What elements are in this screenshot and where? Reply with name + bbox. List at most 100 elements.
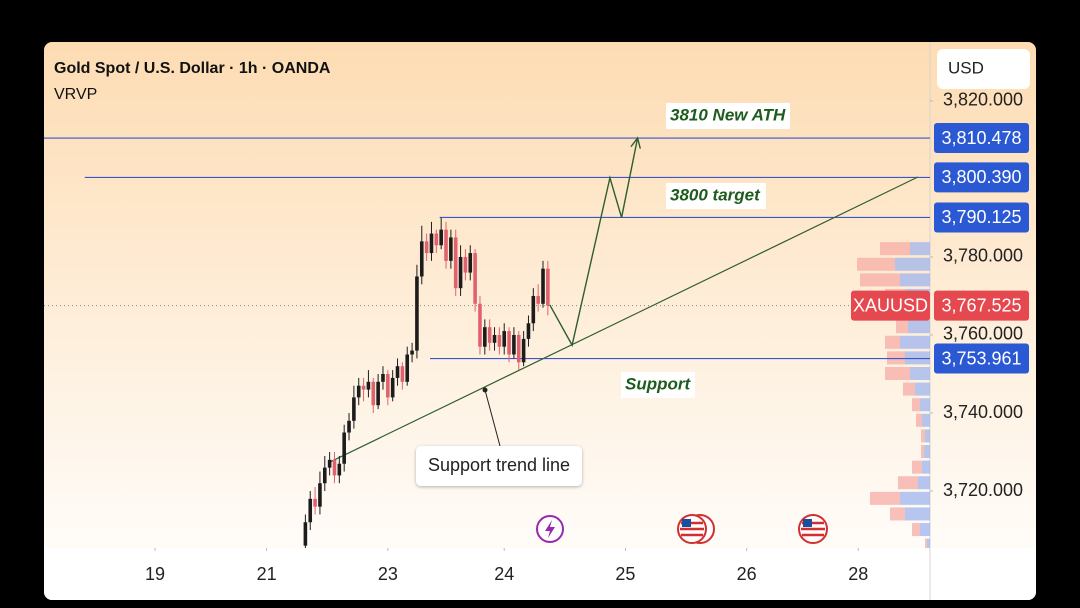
candle-body — [497, 334, 502, 347]
volume-sell — [887, 351, 905, 365]
time-axis-background — [44, 548, 1036, 600]
volume-sell — [860, 273, 900, 287]
candle-body — [546, 268, 550, 306]
candle-body — [390, 377, 395, 398]
candle-body — [458, 256, 463, 289]
volume-buy — [922, 413, 930, 427]
candle-body — [313, 498, 317, 507]
price-label: 3,810.478 — [941, 128, 1021, 148]
volume-buy — [915, 382, 930, 396]
volume-buy — [900, 335, 930, 349]
candle-body — [541, 268, 545, 304]
indicator-label: VRVP — [54, 86, 97, 103]
panel — [44, 42, 1036, 600]
annotation-background — [621, 372, 695, 398]
candle-body — [400, 366, 405, 382]
annotation-background — [666, 183, 766, 209]
candle-body — [473, 253, 477, 304]
event-icon[interactable] — [798, 514, 828, 544]
volume-buy — [895, 257, 930, 271]
candle-body — [521, 338, 526, 363]
candle-body — [468, 253, 473, 273]
candle-body — [487, 327, 492, 343]
x-tick-label: 19 — [145, 564, 165, 584]
volume-buy — [920, 523, 930, 537]
annotation: Support — [625, 374, 691, 393]
x-tick-label: 28 — [848, 564, 868, 584]
candle-body — [492, 334, 497, 343]
event-icon[interactable] — [677, 514, 715, 544]
y-tick-label: 3,740.000 — [943, 402, 1023, 422]
event-icon[interactable] — [536, 515, 564, 543]
candle-body — [434, 233, 439, 246]
candle-body — [352, 397, 356, 421]
current-price-box — [934, 290, 1029, 321]
chart-title: Gold Spot / U.S. Dollar · 1h · OANDA — [54, 60, 331, 77]
candle-body — [376, 381, 380, 406]
price-label-box — [934, 162, 1029, 193]
price-label-box — [934, 343, 1029, 374]
currency-box[interactable] — [937, 49, 1030, 89]
candle-body — [463, 256, 468, 273]
currency-label[interactable]: USD — [948, 58, 984, 77]
volume-sell — [912, 523, 920, 537]
volume-buy — [925, 429, 930, 443]
symbol-label: XAUUSD — [853, 295, 928, 315]
volume-sell — [885, 367, 910, 381]
price-label: 3,753.961 — [941, 348, 1021, 368]
candle-body — [361, 385, 366, 390]
candle-body — [366, 381, 371, 390]
candle-body — [536, 295, 540, 304]
volume-buy — [910, 242, 930, 256]
candle-body — [332, 459, 337, 476]
price-label-box — [934, 202, 1029, 233]
volume-buy — [910, 367, 930, 381]
annotation: 3800 target — [670, 185, 761, 204]
volume-sell — [912, 398, 920, 412]
volume-sell — [896, 320, 908, 334]
x-tick-label: 23 — [378, 564, 398, 584]
volume-buy — [922, 460, 930, 474]
volume-buy — [900, 273, 930, 287]
callout-dot — [482, 387, 488, 393]
annotation: 3810 New ATH — [670, 105, 786, 124]
volume-buy — [918, 476, 930, 490]
plot-area — [44, 136, 930, 548]
volume-buy — [920, 398, 930, 412]
candle-body — [419, 241, 424, 277]
projection-path — [549, 137, 639, 348]
volume-buy — [905, 507, 930, 521]
volume-sell — [857, 257, 895, 271]
candle-body — [516, 334, 521, 363]
candle-body — [483, 327, 487, 347]
current-price-label: 3,767.525 — [941, 295, 1021, 315]
trend-line — [329, 176, 919, 463]
volume-sell — [916, 413, 922, 427]
volume-sell — [921, 445, 924, 459]
volume-sell — [921, 429, 925, 443]
candle-body — [322, 467, 327, 484]
candle-body — [308, 498, 313, 523]
volume-buy — [900, 491, 930, 505]
candle-body — [381, 374, 385, 382]
candle-body — [424, 241, 429, 254]
volume-sell — [898, 476, 918, 490]
candle-body — [444, 229, 448, 261]
volume-sell — [870, 491, 900, 505]
callout-text: Support trend line — [428, 455, 570, 475]
candle-body — [395, 366, 400, 378]
candle-body — [453, 237, 458, 289]
candle-body — [386, 374, 390, 398]
candle-body — [429, 233, 434, 254]
price-label-box — [934, 123, 1029, 154]
candle-body — [347, 420, 351, 433]
candle-body — [449, 237, 453, 261]
volume-buy — [924, 445, 930, 459]
x-tick-label: 21 — [257, 564, 277, 584]
candle-body — [531, 295, 536, 324]
candle-body — [337, 463, 342, 476]
x-tick-label: 26 — [737, 564, 757, 584]
symbol-box — [851, 290, 930, 321]
candle-body — [512, 334, 516, 355]
candle-body — [371, 381, 376, 406]
